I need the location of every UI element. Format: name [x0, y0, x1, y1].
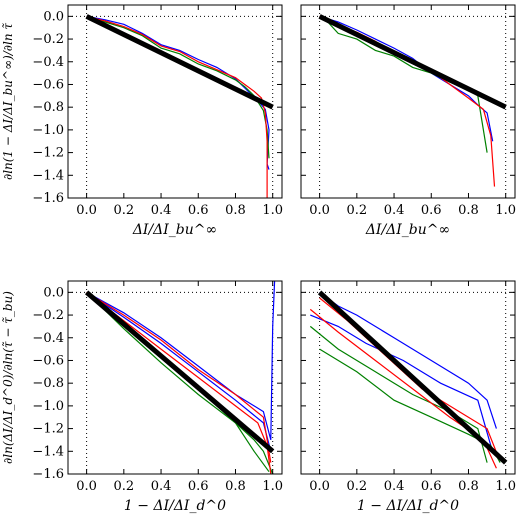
y-tick-label: −0.4 [32, 331, 64, 346]
y-tick-label: −1.2 [32, 146, 64, 161]
series-line-1 [86, 15, 270, 159]
panel-bottom-right: 0.0 0.2 0.4 0.6 0.8 1.0 1 − ΔI/ΔI_d^0 [300, 280, 516, 514]
series-group [319, 15, 496, 187]
x-tick-label: 0.2 [113, 479, 134, 494]
series-group [86, 281, 276, 474]
x-axis-label: 1 − ΔI/ΔI_d^0 [124, 498, 226, 514]
series-group [309, 291, 501, 469]
series-line-0 [86, 281, 276, 441]
y-tick-label: −1.6 [32, 467, 64, 482]
x-tick-label: 0.4 [151, 203, 172, 218]
series-line-1 [86, 291, 272, 452]
y-tick-label: −0.2 [32, 32, 64, 47]
series-line-2 [309, 325, 488, 463]
x-tick-label: 1.0 [262, 479, 283, 494]
series-line-2 [86, 291, 274, 474]
y-tick-label: −1.0 [32, 399, 64, 414]
y-tick-label: −0.6 [32, 77, 64, 92]
y-tick-label: −0.8 [32, 376, 64, 391]
y-tick-label: −1.6 [32, 191, 64, 206]
x-tick-label: 0.8 [458, 479, 479, 494]
series-line-3 [319, 348, 501, 463]
y-axis-label: ∂ln(ΔI/ΔI_d^0)/∂ln(τ̃ − τ̃_bu) [1, 291, 15, 464]
axes-frame [300, 4, 516, 199]
y-tick-label: −0.8 [32, 100, 64, 115]
series-line-2 [86, 15, 268, 198]
y-tick-label: −0.6 [32, 353, 64, 368]
x-tick-label: 0.0 [76, 203, 97, 218]
reference-line [84, 290, 275, 454]
x-tick-label: 0.6 [188, 479, 209, 494]
y-tick-label: 0.0 [43, 285, 64, 300]
series-line-0 [319, 291, 497, 429]
y-tick-label: 0.0 [43, 9, 64, 24]
panel-top-left: 0.0 0.2 0.4 0.6 0.8 1.0 0.0 −0.2 −0.4 −0.6 −0.8 −1.… [1, 4, 283, 238]
panel-bottom-left: 0.0 0.2 0.4 0.6 0.8 1.0 0.0 −0.2 −0.4 −0.6 −0.8 −1.… [1, 280, 283, 514]
x-axis-label: ΔI/ΔI_bu^∞ [365, 222, 450, 238]
y-tick-label: −1.0 [32, 123, 64, 138]
reference-line [317, 290, 508, 465]
x-tick-label: 0.4 [151, 479, 172, 494]
y-tick-label: −0.2 [32, 308, 64, 323]
x-axis-label: ΔI/ΔI_bu^∞ [132, 222, 217, 238]
reference-line [85, 14, 274, 110]
reference-line [318, 14, 507, 110]
x-tick-label: 0.8 [458, 203, 479, 218]
x-tick-label: 1.0 [262, 203, 283, 218]
x-tick-label: 0.6 [188, 203, 209, 218]
x-tick-label: 0.4 [384, 203, 405, 218]
y-axis-label: ∂ln(1 − ΔI/ΔI_bu^∞)/∂ln τ̃ [1, 23, 15, 180]
axes-frame [67, 280, 283, 475]
x-tick-label: 0.8 [225, 479, 246, 494]
x-tick-label: 0.4 [384, 479, 405, 494]
series-group [86, 15, 270, 198]
series-line-4 [86, 291, 272, 474]
series-line-1 [310, 314, 492, 446]
axes-frame [300, 280, 516, 475]
series-line-5 [86, 291, 272, 463]
y-tick-label: −1.4 [32, 168, 64, 183]
y-tick-label: −1.2 [32, 422, 64, 437]
x-tick-label: 1.0 [495, 203, 516, 218]
y-tick-label: −1.4 [32, 444, 64, 459]
x-tick-label: 0.6 [421, 203, 442, 218]
panel-top-right: 0.0 0.2 0.4 0.6 0.8 1.0 ΔI/ΔI_bu^∞ [300, 4, 516, 238]
x-tick-label: 0.0 [309, 479, 330, 494]
x-tick-label: 0.8 [225, 203, 246, 218]
axes-frame [67, 4, 283, 199]
x-tick-label: 0.2 [346, 479, 367, 494]
x-axis-label: 1 − ΔI/ΔI_d^0 [357, 498, 459, 514]
x-tick-label: 1.0 [495, 479, 516, 494]
series-line-2 [319, 15, 496, 187]
y-tick-label: −0.4 [32, 55, 64, 70]
x-tick-label: 0.0 [76, 479, 97, 494]
x-tick-label: 0.2 [113, 203, 134, 218]
x-tick-label: 0.2 [346, 203, 367, 218]
x-tick-label: 0.6 [421, 479, 442, 494]
x-tick-label: 0.0 [309, 203, 330, 218]
